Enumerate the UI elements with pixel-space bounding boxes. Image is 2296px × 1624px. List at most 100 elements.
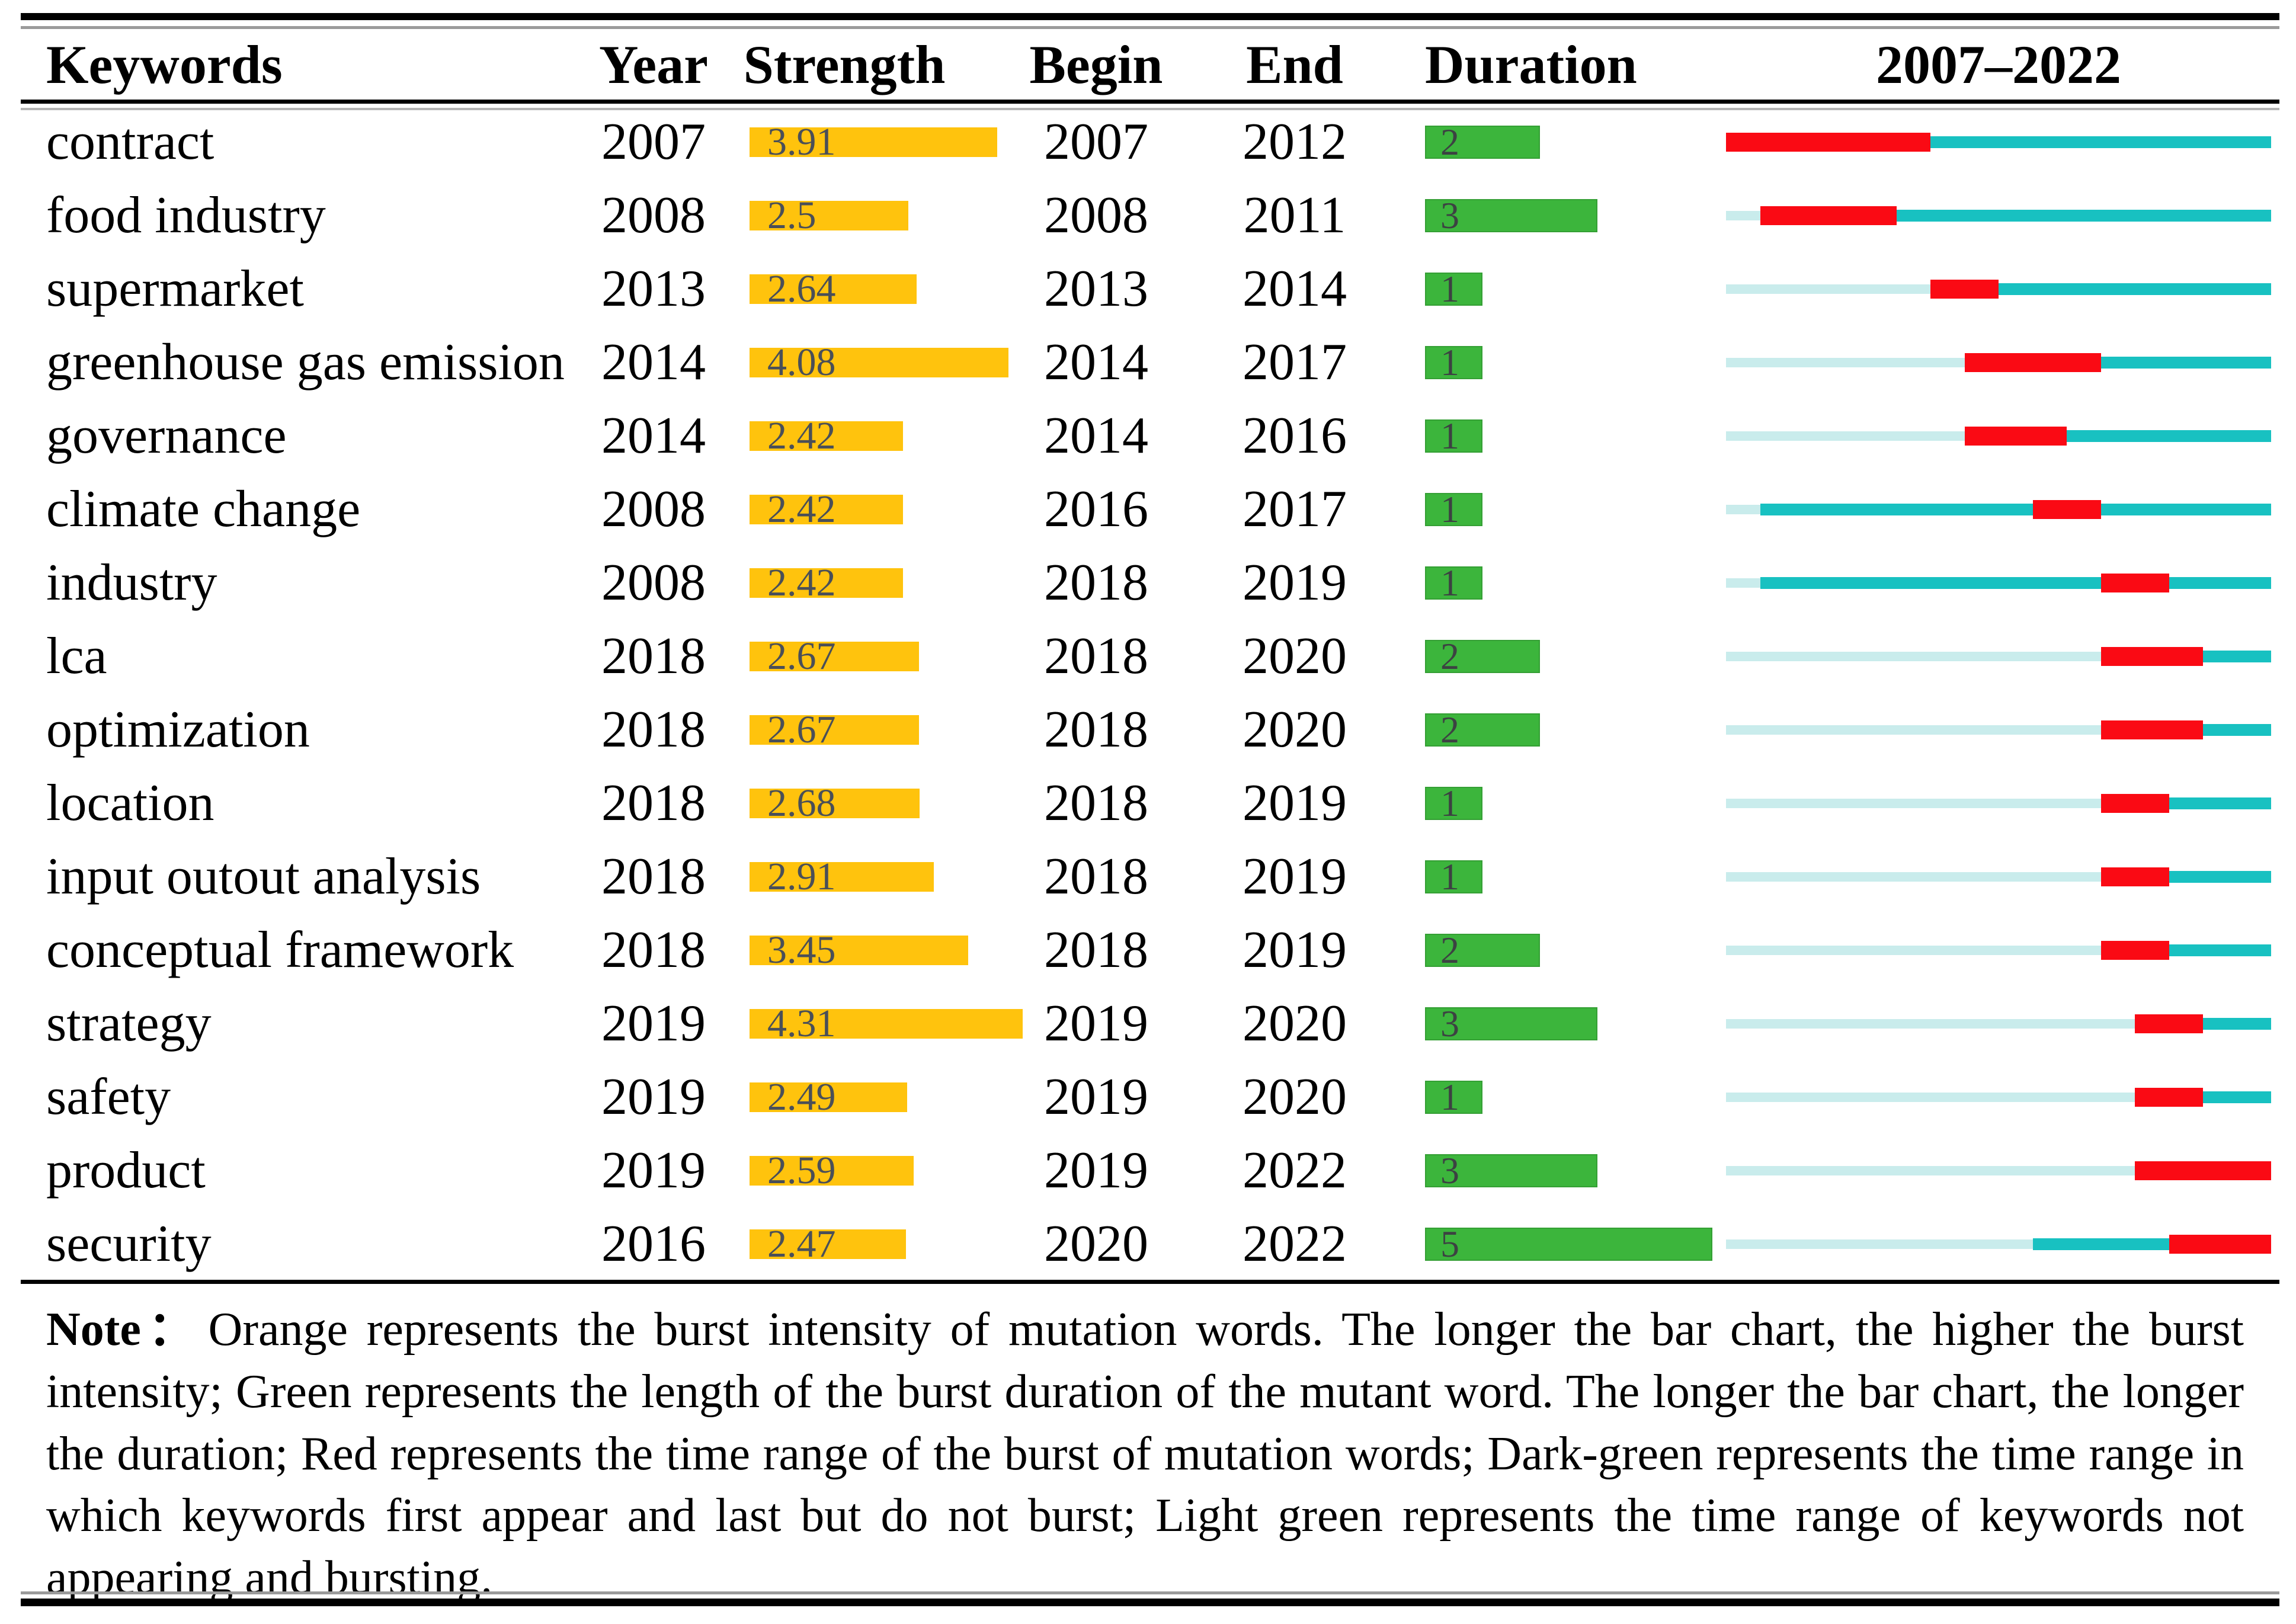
year-cell: 2007 <box>601 113 706 171</box>
begin-cell: 2018 <box>1044 774 1148 832</box>
timeline-not-appearing-segment <box>1726 725 2101 735</box>
keyword-cell: greenhouse gas emission <box>46 334 565 391</box>
timeline-burst-segment <box>2169 1235 2271 1254</box>
duration-value: 2 <box>1440 635 1459 677</box>
duration-value: 1 <box>1440 782 1459 824</box>
year-cell: 2008 <box>601 554 706 611</box>
timeline-bar <box>1726 1207 2271 1281</box>
keyword-cell: climate change <box>46 481 361 538</box>
duration-bar: 1 <box>1425 858 1482 896</box>
strength-value: 2.68 <box>767 781 836 825</box>
strength-value: 2.42 <box>767 488 836 531</box>
timeline-burst-segment <box>2100 574 2169 592</box>
duration-value: 1 <box>1440 268 1459 310</box>
timeline-not-appearing-segment <box>1726 1239 2033 1249</box>
timeline-burst-segment <box>1964 427 2067 446</box>
duration-bar: 1 <box>1425 491 1482 528</box>
year-cell: 2014 <box>601 334 706 391</box>
table-row: input outout analysis 2018 2.91 2018 201… <box>0 840 2296 914</box>
timeline-appearing-pre-burst-segment <box>1760 577 2101 589</box>
duration-bar: 5 <box>1425 1225 1712 1263</box>
timeline-bar <box>1726 546 2271 620</box>
year-cell: 2019 <box>601 1142 706 1199</box>
duration-value: 3 <box>1440 194 1459 236</box>
timeline-appearing-post-burst-segment <box>2203 1018 2271 1030</box>
end-cell: 2022 <box>1243 1215 1347 1273</box>
table-row: strategy 2019 4.31 2019 2020 3 <box>0 987 2296 1061</box>
year-cell: 2014 <box>601 407 706 465</box>
year-cell: 2018 <box>601 848 706 905</box>
end-cell: 2016 <box>1243 407 1347 465</box>
strength-bar: 2.68 <box>750 784 920 823</box>
table-note: Note： Orange represents the burst intensi… <box>46 1299 2244 1609</box>
keyword-cell: optimization <box>46 701 310 758</box>
begin-cell: 2018 <box>1044 554 1148 611</box>
strength-value: 3.45 <box>767 928 836 972</box>
timeline-not-appearing-segment <box>1726 431 1965 441</box>
duration-bar: 1 <box>1425 1076 1482 1118</box>
table-row: supermarket 2013 2.64 2013 2014 1 <box>0 252 2296 326</box>
col-header-duration: Duration <box>1425 34 1637 95</box>
begin-cell: 2019 <box>1044 995 1148 1052</box>
strength-value: 2.42 <box>767 414 836 457</box>
year-cell: 2019 <box>601 1068 706 1126</box>
keyword-cell: conceptual framework <box>46 921 514 979</box>
strength-value: 2.64 <box>767 267 836 310</box>
note-text: Orange represents the burst intensity of… <box>46 1303 2244 1604</box>
keyword-cell: input outout analysis <box>46 848 481 905</box>
col-header-end: End <box>1246 34 1343 95</box>
year-cell: 2019 <box>601 995 706 1052</box>
end-cell: 2011 <box>1243 187 1346 244</box>
keyword-cell: safety <box>46 1068 171 1126</box>
duration-value: 1 <box>1440 341 1459 383</box>
begin-cell: 2014 <box>1044 407 1148 465</box>
keyword-cell: location <box>46 774 214 832</box>
table-row: industry 2008 2.42 2018 2019 1 <box>0 546 2296 620</box>
timeline-appearing-pre-burst-segment <box>2032 1238 2169 1250</box>
begin-cell: 2018 <box>1044 701 1148 758</box>
keyword-cell: supermarket <box>46 260 304 318</box>
table-header: Keywords Year Strength Begin End Duratio… <box>0 30 2296 100</box>
strength-bar: 2.64 <box>750 270 917 309</box>
end-cell: 2022 <box>1243 1142 1347 1199</box>
timeline-not-appearing-segment <box>1726 1166 2135 1175</box>
timeline-not-appearing-segment <box>1726 652 2101 661</box>
note-separator-rule <box>21 1280 2279 1284</box>
table-row: climate change 2008 2.42 2016 2017 1 <box>0 473 2296 546</box>
year-cell: 2018 <box>601 921 706 979</box>
begin-cell: 2013 <box>1044 260 1148 318</box>
duration-value: 1 <box>1440 1076 1459 1118</box>
begin-cell: 2016 <box>1044 481 1148 538</box>
end-cell: 2014 <box>1243 260 1347 318</box>
end-cell: 2020 <box>1243 627 1347 685</box>
timeline-burst-segment <box>2135 1088 2203 1107</box>
table-row: lca 2018 2.67 2018 2020 2 <box>0 620 2296 693</box>
keyword-cell: lca <box>46 627 107 685</box>
strength-bar: 2.47 <box>750 1225 907 1264</box>
timeline-bar <box>1726 620 2271 693</box>
duration-value: 2 <box>1440 121 1459 163</box>
table-row: conceptual framework 2018 3.45 2018 2019… <box>0 914 2296 987</box>
year-cell: 2016 <box>601 1215 706 1273</box>
end-cell: 2020 <box>1243 701 1347 758</box>
table-row: security 2016 2.47 2020 2022 5 <box>0 1207 2296 1281</box>
timeline-burst-segment <box>2100 867 2169 886</box>
timeline-appearing-post-burst-segment <box>2203 724 2271 736</box>
table-body: contract 2007 3.91 2007 2012 2 food indu… <box>0 105 2296 1281</box>
table-row: safety 2019 2.49 2019 2020 1 <box>0 1061 2296 1134</box>
strength-bar: 2.59 <box>750 1151 914 1190</box>
header-separator-rule <box>21 100 2279 104</box>
keyword-cell: contract <box>46 113 214 171</box>
strength-bar: 4.31 <box>750 1004 1023 1043</box>
timeline-appearing-post-burst-segment <box>1930 136 2271 148</box>
timeline-burst-segment <box>2100 941 2169 960</box>
timeline-not-appearing-segment <box>1726 946 2101 955</box>
begin-cell: 2019 <box>1044 1068 1148 1126</box>
timeline-bar <box>1726 1061 2271 1134</box>
end-cell: 2019 <box>1243 848 1347 905</box>
strength-bar: 2.91 <box>750 857 934 896</box>
strength-value: 4.08 <box>767 341 836 384</box>
col-header-keywords: Keywords <box>46 34 283 95</box>
keyword-cell: product <box>46 1142 206 1199</box>
